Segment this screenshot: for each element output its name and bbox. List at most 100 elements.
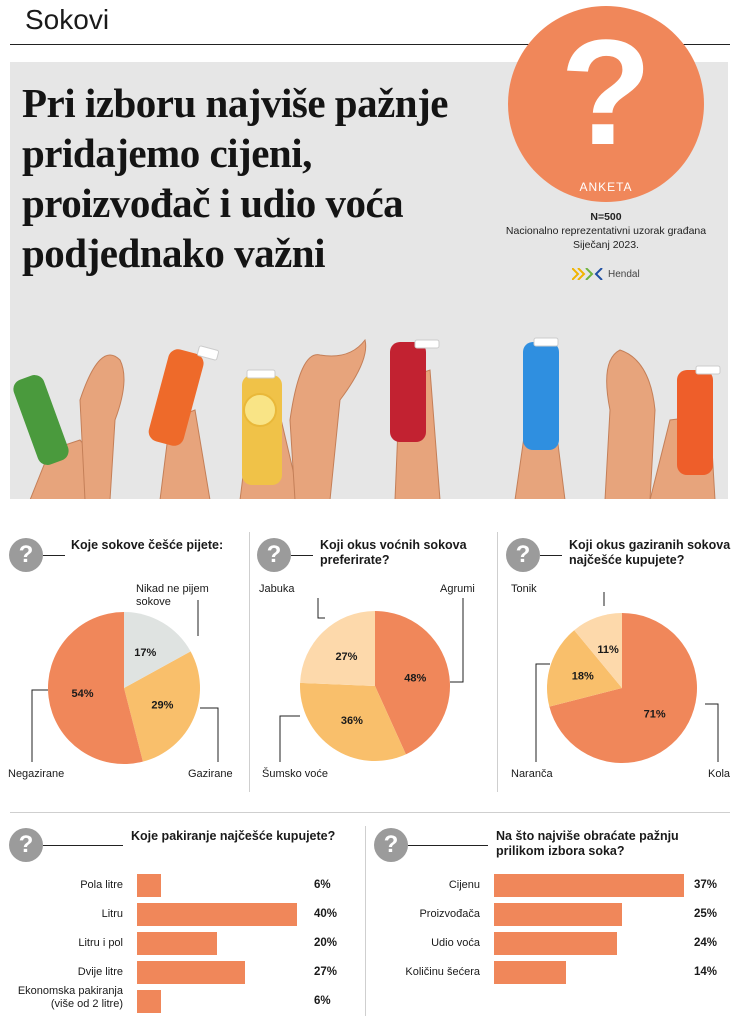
survey-meta: N=500 Nacionalno reprezentativni uzorak … [488,210,724,252]
bars1-value-0: 6% [314,879,331,891]
arm-8 [604,349,656,499]
bars2-value-0: 37% [694,879,718,891]
pie-3-label-kola: Kola [708,768,731,780]
bars1-category-0: Pola litre [80,879,123,891]
pie-2-label-agrumi: Agrumi [440,583,475,595]
leader-line-2 [200,707,219,762]
question-connector [408,845,488,846]
bars2-bar-3 [494,961,566,984]
leader-line-8 [705,703,719,762]
survey-badge: ? ANKETA [508,6,704,202]
bars1-value-3: 27% [314,966,338,978]
leader-line-3 [317,598,325,619]
leader-line-7 [535,663,550,762]
bars1-category-1: Litru [101,908,123,920]
pie-3-slice-1 [546,630,622,707]
arm-5 [289,338,367,499]
leader-line-1 [31,689,48,762]
lemon-slice [243,393,277,427]
bars1-bar-4 [137,990,161,1013]
brand: Hendal [572,268,640,280]
pie-1-slice-0 [47,612,143,764]
bars2-value-3: 14% [694,966,718,978]
title-rule [10,44,730,45]
bars2-bar-2 [494,932,618,955]
bars2-bar-1 [494,903,623,926]
survey-date: Siječanj 2023. [573,239,639,251]
section-divider [10,812,730,813]
question-icon: ? [374,828,408,862]
panel-divider [365,826,366,1016]
bottle-lemon [242,375,282,485]
pie-1-value-0: 54% [72,688,94,700]
hero-illustration [13,337,721,499]
bars2-category-2: Udio voća [431,937,480,949]
section-title: Sokovi [25,4,110,35]
pie-3-value-1: 18% [572,670,594,682]
bottle-red [390,342,426,442]
bars1-bar-3 [137,961,245,984]
pie-1-title: Koje sokove češće pijete: [71,538,224,552]
pie-2-slice-0 [375,611,451,755]
badge-label: ANKETA [579,180,633,194]
bar-2-title: Na što najviše obraćate pažnju prilikom … [496,829,679,858]
sample-note: Nacionalno reprezentativni uzorak građan… [505,225,707,237]
pie-1-label-nikad: Nikad ne pijem sokove [136,583,209,608]
bars1-bar-0 [137,874,161,897]
question-connector [43,845,123,846]
question-mark-icon: ? [560,8,652,176]
pie-3-slice-2 [574,613,622,688]
bars2-category-0: Cijenu [448,879,480,891]
bars1-value-2: 20% [314,937,338,949]
pie-2-label-jabuka: Jabuka [259,583,295,595]
pie-3-slice-0 [549,613,697,763]
bars1-category-4: Ekonomska pakiranja (više od 2 litre) [17,985,123,1010]
leader-line-5 [279,715,300,762]
bars1-bar-1 [137,903,297,926]
pie-2-value-1: 36% [341,715,363,727]
pie-1-value-2: 17% [134,647,156,659]
question-icon: ? [257,538,291,572]
pie-2-slice-1 [299,682,406,761]
bars2-category-1: Proizvođača [419,908,480,920]
bars2-category-3: Količinu šećera [405,966,480,978]
pie-2-slice-2 [300,611,375,686]
question-connector [540,555,562,556]
pie-1-slice-1 [124,651,200,762]
bottle-orange-2 [677,370,713,475]
pie-2-value-0: 48% [404,672,426,684]
pie-2-value-2: 27% [335,651,357,663]
bar-1-title: Koje pakiranje najčešće kupujete? [131,829,336,843]
leader-line-4 [450,598,464,683]
bottle-green [13,375,69,465]
pie-1-value-1: 29% [151,700,173,712]
arm-2 [79,354,125,499]
bars2-value-1: 25% [694,908,718,920]
panel-divider [497,532,498,792]
pie-1-slice-2 [124,612,191,688]
bars1-value-1: 40% [314,908,338,920]
question-icon: ? [9,828,43,862]
panel-divider [249,532,250,792]
bars1-value-4: 6% [314,995,331,1007]
pie-3-label-tonik: Tonik [511,583,537,595]
bars1-category-3: Dvije litre [77,966,123,978]
hendal-logo-icon [572,268,603,280]
bars2-value-2: 24% [694,937,718,949]
bottle-orange-1 [148,349,204,446]
headline: Pri izboru najviše pažnje pridajemo cije… [22,80,448,276]
pie-3-title: Koji okus gaziranih sokova najčešće kupu… [569,538,731,567]
brand-name: Hendal [608,268,640,280]
question-icon: ? [9,538,43,572]
sample-size: N=500 [590,211,622,223]
pie-3-label-naranca: Naranča [511,768,553,780]
bars1-category-2: Litru i pol [78,937,123,949]
pie-3-value-0: 71% [644,708,666,720]
bars1-bar-2 [137,932,217,955]
pie-1-label-gazirane: Gazirane [188,768,233,780]
pie-2-label-sumsko: Šumsko voće [262,768,329,780]
pie-2-title: Koji okus voćnih sokova preferirate? [320,538,467,567]
question-connector [291,555,313,556]
bars2-bar-0 [494,874,684,897]
question-icon: ? [506,538,540,572]
